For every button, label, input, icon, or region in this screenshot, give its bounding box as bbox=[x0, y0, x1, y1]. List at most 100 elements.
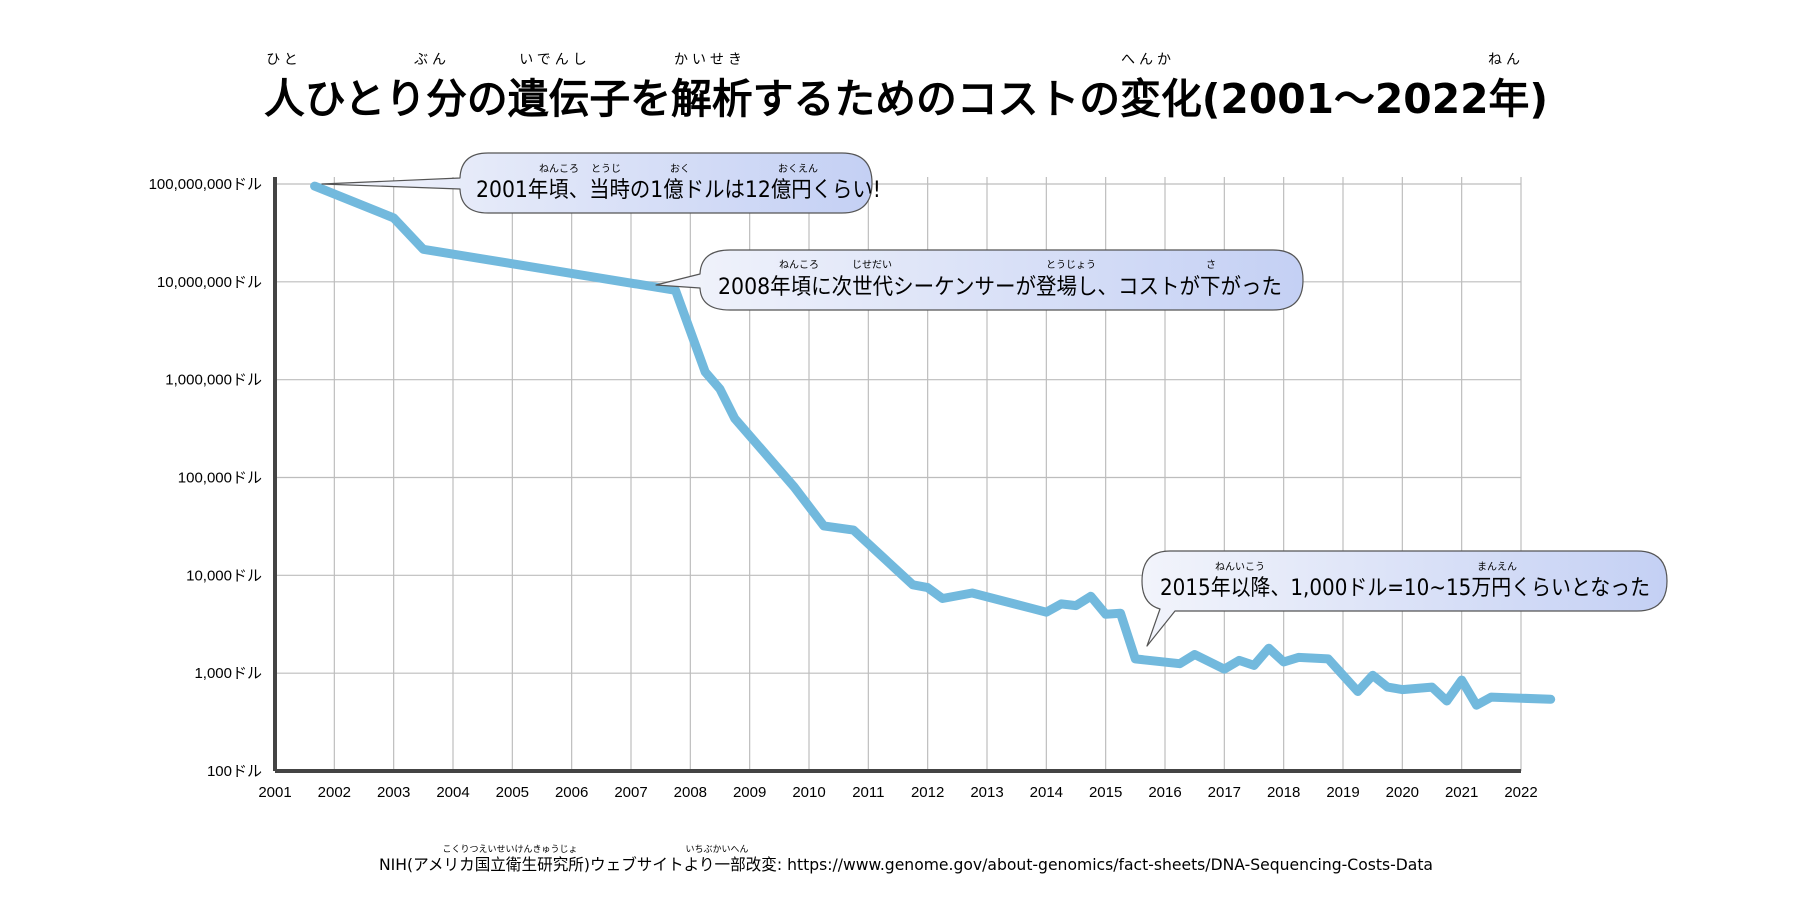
callout-2015-text: 2015年以降、1,000ドル=10~15万円くらいとなった bbox=[1160, 576, 1650, 601]
x-tick-label-2006: 2006 bbox=[555, 784, 588, 801]
data-point-32 bbox=[1372, 674, 1374, 676]
data-point-35 bbox=[1431, 686, 1433, 688]
callout-2008: ねんころ じせだい とうじょう さ 2008年頃に次世代シーケンサーが登場し、コ… bbox=[655, 249, 1304, 311]
y-tick-label-4: 1,000,000ドル bbox=[165, 372, 262, 389]
x-tick-label-2018: 2018 bbox=[1267, 784, 1300, 801]
title-ruby-idenshi: いでんし bbox=[519, 52, 591, 68]
x-tick-label-2019: 2019 bbox=[1326, 784, 1359, 801]
x-tick-label-2010: 2010 bbox=[792, 784, 825, 801]
x-tick-label-2015: 2015 bbox=[1089, 784, 1122, 801]
callout-2001: ねんころ とうじ おく おくえん 2001年頃、当時の1億ドルは12億円くらい! bbox=[321, 152, 881, 214]
x-tick-label-2013: 2013 bbox=[970, 784, 1003, 801]
callout-2015-bubble bbox=[1141, 550, 1668, 647]
data-point-40 bbox=[1550, 698, 1552, 700]
data-point-10 bbox=[912, 584, 914, 586]
y-tick-label-3: 100,000ドル bbox=[178, 470, 262, 487]
data-point-22 bbox=[1179, 663, 1181, 665]
data-point-9 bbox=[853, 529, 854, 531]
data-point-1 bbox=[393, 217, 395, 219]
data-point-20 bbox=[1120, 612, 1121, 614]
x-tick-label-2003: 2003 bbox=[377, 784, 410, 801]
x-tick-label-2014: 2014 bbox=[1030, 784, 1063, 801]
x-tick-label-2001: 2001 bbox=[258, 784, 291, 801]
callout-2001-ruby-okuen: おくえん bbox=[778, 163, 818, 175]
x-tick-label-2004: 2004 bbox=[436, 784, 469, 801]
data-point-28 bbox=[1283, 661, 1285, 663]
axes bbox=[273, 177, 1521, 773]
data-point-36 bbox=[1446, 700, 1448, 702]
data-point-25 bbox=[1238, 659, 1240, 661]
callout-2001-ruby-nenkoro: ねんころ bbox=[539, 163, 579, 175]
data-point-34 bbox=[1401, 689, 1403, 691]
data-point-5 bbox=[719, 388, 721, 390]
y-tick-label-6: 100,000,000ドル bbox=[149, 176, 262, 193]
callout-2008-ruby-jisedai: じせだい bbox=[852, 259, 892, 271]
data-point-12 bbox=[942, 598, 943, 599]
data-point-16 bbox=[1060, 603, 1062, 605]
data-point-0 bbox=[314, 185, 316, 187]
y-tick-label-5: 10,000,000ドル bbox=[157, 274, 262, 291]
x-tick-label-2009: 2009 bbox=[733, 784, 766, 801]
data-point-21 bbox=[1134, 658, 1136, 660]
x-tick-label-2016: 2016 bbox=[1148, 784, 1181, 801]
data-point-6 bbox=[734, 418, 736, 420]
data-point-7 bbox=[793, 486, 795, 488]
x-tick-label-2017: 2017 bbox=[1208, 784, 1241, 801]
x-tick-label-2012: 2012 bbox=[911, 784, 944, 801]
source-footer-text: NIH(アメリカ国立衛生研究所)ウェブサイトより一部改変: https://ww… bbox=[379, 855, 1433, 874]
chart-title: 人ひとり分の遺伝子を解析するためのコストの変化(2001〜2022年) bbox=[264, 75, 1548, 123]
title-ruby-bun: ぶん bbox=[414, 52, 450, 68]
x-tick-labels: 2001 2002 2003 2004 2005 2006 2007 2008 2009 2010… bbox=[258, 784, 1537, 801]
x-tick-label-2022: 2022 bbox=[1504, 784, 1537, 801]
data-point-4 bbox=[704, 371, 706, 373]
callout-2001-ruby-oku: おく bbox=[670, 163, 690, 175]
callout-2008-bubble bbox=[655, 249, 1304, 311]
data-point-31 bbox=[1357, 691, 1359, 692]
x-tick-label-2005: 2005 bbox=[496, 784, 529, 801]
x-tick-label-2021: 2021 bbox=[1445, 784, 1478, 801]
title-ruby-kaiseki: かいせき bbox=[674, 52, 746, 68]
chart-title-group: ひと ぶん いでんし かいせき へんか ねん 人ひとり分の遺伝子を解析するための… bbox=[264, 52, 1548, 123]
data-point-2 bbox=[422, 248, 424, 250]
data-point-13 bbox=[971, 592, 973, 594]
data-point-26 bbox=[1253, 664, 1255, 666]
y-tick-labels: 100ドル 1,000ドル 10,000ドル 100,000ドル 1,000,000ドル… bbox=[149, 176, 262, 780]
footer-ruby-kokuritsu: こくりつえいせいけんきゅうじょ bbox=[442, 844, 577, 855]
y-tick-label-1: 1,000ドル bbox=[194, 665, 262, 682]
x-tick-label-2002: 2002 bbox=[318, 784, 351, 801]
callout-2001-text: 2001年頃、当時の1億ドルは12億円くらい! bbox=[476, 178, 881, 203]
data-point-11 bbox=[927, 587, 929, 589]
data-point-30 bbox=[1327, 658, 1329, 660]
y-tick-label-0: 100ドル bbox=[207, 763, 262, 780]
x-tick-label-2020: 2020 bbox=[1386, 784, 1419, 801]
cost-line-series bbox=[310, 181, 1556, 710]
data-point-14 bbox=[1031, 607, 1032, 609]
data-point-29 bbox=[1298, 656, 1299, 658]
data-point-39 bbox=[1490, 696, 1492, 698]
callout-2008-ruby-sa: さ bbox=[1206, 259, 1216, 271]
x-tick-label-2011: 2011 bbox=[852, 784, 884, 801]
callout-2015: ねんいこう まんえん 2015年以降、1,000ドル=10~15万円くらいとなっ… bbox=[1141, 550, 1668, 647]
data-point-19 bbox=[1105, 613, 1107, 615]
callout-2001-ruby-touji: とうじ bbox=[591, 163, 621, 175]
data-point-15 bbox=[1045, 611, 1047, 613]
data-point-27 bbox=[1268, 647, 1270, 649]
data-point-37 bbox=[1461, 679, 1463, 681]
x-tick-label-2008: 2008 bbox=[674, 784, 707, 801]
data-point-24 bbox=[1223, 668, 1225, 670]
data-point-38 bbox=[1476, 704, 1477, 706]
data-point-3 bbox=[675, 289, 676, 291]
callout-2015-ruby-nenikou: ねんいこう bbox=[1215, 561, 1265, 573]
title-ruby-henka: へんか bbox=[1121, 52, 1175, 68]
data-point-18 bbox=[1090, 595, 1092, 597]
callout-2008-ruby-nenkoro: ねんころ bbox=[779, 259, 819, 271]
title-ruby-nen: ねん bbox=[1488, 52, 1524, 68]
callout-2008-ruby-toujou: とうじょう bbox=[1046, 259, 1096, 271]
callout-2008-text: 2008年頃に次世代シーケンサーが登場し、コストが下がった bbox=[718, 275, 1282, 300]
y-tick-label-2: 10,000ドル bbox=[186, 567, 262, 584]
data-point-23 bbox=[1194, 654, 1196, 655]
callout-2001-bubble bbox=[321, 152, 873, 214]
data-point-33 bbox=[1387, 686, 1388, 688]
title-ruby-hito: ひと bbox=[266, 52, 302, 68]
